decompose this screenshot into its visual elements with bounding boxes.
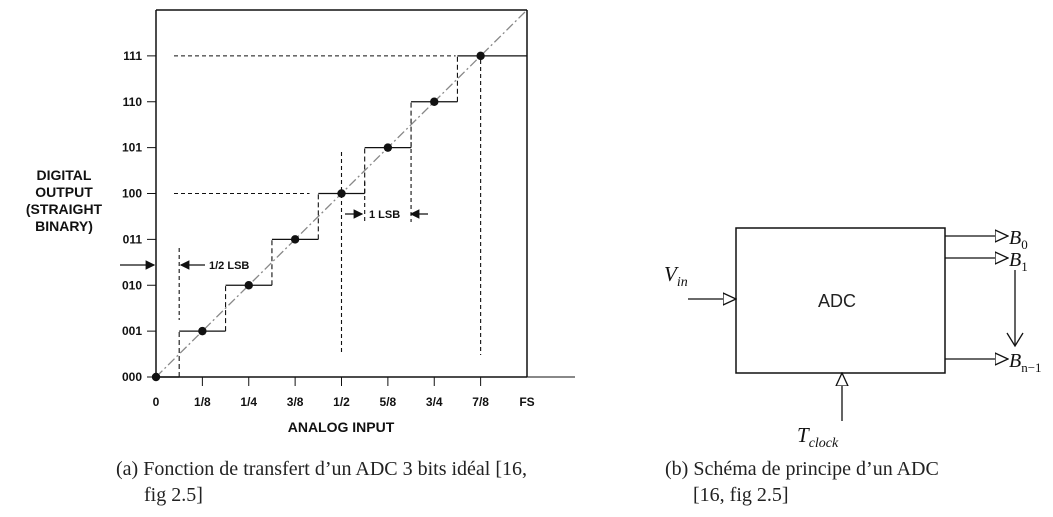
x-tick-label-3-4: 3/4	[426, 395, 443, 409]
caption-b-line-2: [16, fig 2.5]	[665, 482, 1045, 508]
adc-block-label: ADC	[818, 291, 856, 311]
y-tick-label-010: 010	[122, 278, 142, 292]
y-axis-title-line-3: (STRAIGHT	[26, 201, 103, 217]
caption-a-line-2: fig 2.5]	[116, 482, 616, 508]
x-tick-label-1-2: 1/2	[333, 395, 350, 409]
y-tick-label-000: 000	[122, 370, 142, 384]
code-point-001	[198, 327, 206, 335]
x-tick-label-5-8: 5/8	[380, 395, 397, 409]
clock-signal-label: Tclock	[797, 423, 839, 451]
caption-b-line-1: (b) Schéma de principe d’un ADC	[665, 456, 1045, 482]
x-tick-label-0: 0	[153, 395, 160, 409]
y-tick-marks: 000 001 010 011 100 101 110 111	[122, 49, 156, 384]
code-point-110	[430, 98, 438, 106]
y-axis-title-line-2: OUTPUT	[35, 184, 93, 200]
y-tick-label-100: 100	[122, 187, 142, 201]
y-axis-title-line-4: BINARY)	[35, 218, 93, 234]
adc-block-diagram: ADC Vin Tclock B0 B1 Bn−1	[664, 227, 1042, 451]
one-lsb-label: 1 LSB	[369, 209, 400, 221]
code-point-010	[245, 281, 253, 289]
x-tick-label-7-8: 7/8	[472, 395, 489, 409]
code-point-101	[384, 143, 392, 151]
code-point-000	[152, 373, 160, 381]
x-tick-label-1-8: 1/8	[194, 395, 211, 409]
x-tick-marks: 0 1/8 1/4 3/8 1/2 5/8 3/4 7/8 FS	[153, 377, 535, 409]
input-signal-label: Vin	[664, 262, 688, 290]
y-axis-title-line-1: DIGITAL	[37, 167, 92, 183]
caption-a: (a) Fonction de transfert d’un ADC 3 bit…	[116, 456, 616, 508]
caption-b: (b) Schéma de principe d’un ADC [16, fig…	[665, 456, 1045, 508]
y-tick-label-011: 011	[123, 232, 143, 246]
x-tick-label-FS: FS	[519, 395, 534, 409]
output-b1-label: B1	[1009, 249, 1028, 274]
transfer-function-chart: 000 001 010 011 100 101 110 111 0 1/8 1/4 3/8 1/2 5/…	[26, 10, 575, 435]
y-tick-label-101: 101	[122, 141, 142, 155]
x-tick-label-3-8: 3/8	[287, 395, 304, 409]
x-tick-label-1-4: 1/4	[240, 395, 257, 409]
code-point-111	[476, 52, 484, 60]
output-bn1-label: Bn−1	[1009, 350, 1042, 375]
half-lsb-label: 1/2 LSB	[209, 260, 249, 272]
y-tick-label-001: 001	[122, 324, 142, 338]
x-axis-title: ANALOG INPUT	[288, 419, 395, 435]
code-point-100	[337, 189, 345, 197]
caption-a-line-1: (a) Fonction de transfert d’un ADC 3 bit…	[116, 456, 616, 482]
y-tick-label-111: 111	[123, 49, 142, 63]
y-tick-label-110: 110	[123, 95, 143, 109]
code-point-011	[291, 235, 299, 243]
